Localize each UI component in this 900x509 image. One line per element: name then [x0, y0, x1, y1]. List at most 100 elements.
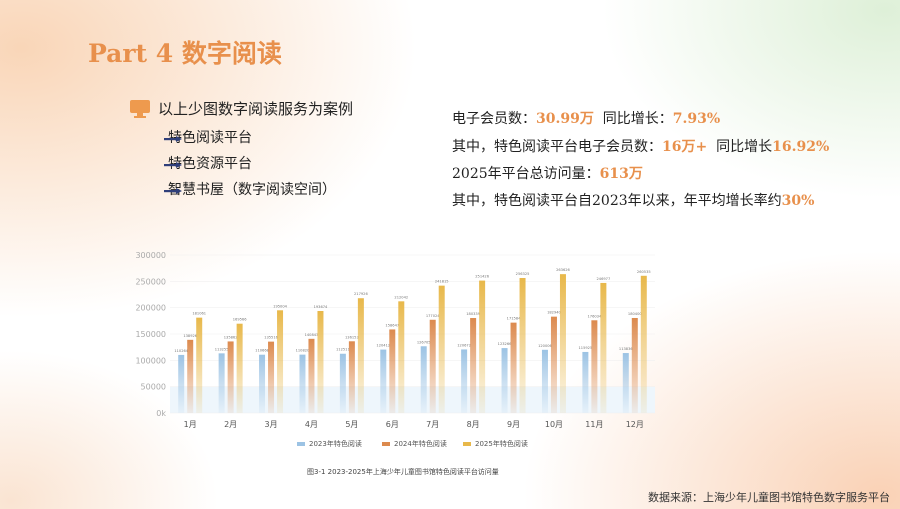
data-label: 158647 — [385, 323, 399, 327]
chart-caption: 图3-1 2023-2025年上海少年儿童图书馆特色阅读平台访问量 — [307, 468, 499, 476]
data-label: 193674 — [314, 305, 328, 309]
bar — [389, 329, 396, 413]
bar — [236, 323, 243, 413]
bar — [299, 354, 306, 413]
bar — [277, 310, 284, 413]
bar — [398, 301, 405, 413]
bar — [640, 275, 647, 413]
bar — [308, 338, 315, 413]
y-tick-label: 250000 — [135, 277, 166, 286]
data-label: 120412 — [376, 344, 390, 348]
stat-value: 16万+ — [662, 139, 708, 155]
legend-label: 2023年特色阅读 — [309, 440, 362, 448]
bar — [429, 319, 436, 413]
bar — [227, 341, 234, 413]
legend-item: 2024年特色阅读 — [382, 439, 447, 449]
data-label: 120006 — [538, 344, 552, 348]
x-tick-label: 7月 — [426, 420, 439, 429]
bar — [559, 274, 566, 413]
x-tick-label: 11月 — [585, 420, 603, 429]
data-label: 241815 — [435, 280, 449, 284]
list-item: 特色阅读平台 — [164, 127, 252, 147]
stat-line: 2025年平台总访问量：613万 — [452, 163, 643, 183]
data-label: 135516 — [264, 336, 278, 340]
data-label: 169566 — [233, 318, 247, 322]
bar — [582, 351, 589, 413]
data-label: 251426 — [475, 275, 489, 279]
bar — [631, 317, 638, 413]
stat-text: 同比增长： — [593, 111, 673, 127]
x-tick-label: 8月 — [467, 420, 480, 429]
data-label: 123266 — [498, 342, 512, 346]
list-item-label: 智慧书屋（数字阅读空间） — [168, 182, 336, 198]
stat-text: 其中，特色阅读平台电子会员数： — [452, 139, 662, 155]
data-label: 135862 — [224, 335, 238, 339]
bar — [591, 320, 598, 413]
bar — [259, 354, 266, 413]
y-tick-label: 50000 — [141, 383, 166, 392]
data-label: 263626 — [556, 268, 570, 272]
y-tick-label: 150000 — [135, 330, 166, 339]
list-item: 智慧书屋（数字阅读空间） — [164, 179, 336, 199]
data-label: 260535 — [637, 270, 651, 274]
data-label: 112511 — [336, 348, 350, 352]
arrow-right-icon — [164, 188, 182, 194]
data-label: 180400 — [628, 312, 642, 316]
x-tick-label: 5月 — [345, 420, 358, 429]
y-tick-label: 0k — [156, 409, 166, 418]
data-label: 256325 — [516, 272, 530, 276]
data-label: 138926 — [183, 334, 197, 338]
data-label: 212042 — [394, 295, 408, 299]
list-item-label: 特色资源平台 — [168, 156, 252, 172]
intro-heading: 以上少图数字阅读服务为案例 — [130, 98, 353, 119]
bar — [380, 349, 387, 413]
stat-value: 30.99万 — [536, 111, 594, 127]
data-label: 113255 — [215, 347, 229, 351]
stat-text: 同比增长 — [707, 139, 773, 155]
stat-line: 电子会员数：30.99万 同比增长：7.93% — [452, 108, 720, 128]
data-label: 110264 — [174, 349, 188, 353]
x-tick-label: 2月 — [224, 420, 237, 429]
data-label: 110820 — [296, 349, 310, 353]
data-label: 182940 — [547, 311, 561, 315]
x-tick-label: 9月 — [507, 420, 520, 429]
data-label: 246977 — [597, 277, 611, 281]
plot-band — [170, 386, 655, 413]
bar — [196, 317, 203, 413]
data-label: 217926 — [354, 292, 368, 296]
x-tick-label: 4月 — [305, 420, 318, 429]
stat-line: 其中，特色阅读平台电子会员数：16万+ 同比增长16.92% — [452, 136, 829, 156]
bar — [622, 353, 629, 413]
data-label: 113836 — [619, 347, 633, 351]
bar — [461, 349, 468, 413]
x-tick-label: 1月 — [184, 420, 197, 429]
bar — [501, 348, 508, 413]
y-tick-label: 200000 — [135, 304, 166, 313]
legend-swatch — [382, 442, 390, 446]
y-tick-label: 100000 — [135, 356, 166, 365]
bar — [470, 318, 477, 413]
bar — [178, 354, 185, 413]
bar — [510, 322, 517, 413]
data-label: 136153 — [345, 335, 359, 339]
x-tick-label: 6月 — [386, 420, 399, 429]
x-tick-label: 3月 — [264, 420, 277, 429]
arrow-right-icon — [164, 136, 182, 142]
list-item: 特色资源平台 — [164, 153, 252, 173]
data-label: 177024 — [426, 314, 440, 318]
background-decoration — [0, 0, 420, 320]
data-label: 140843 — [305, 333, 319, 337]
bar — [420, 346, 427, 413]
stat-value: 16.92% — [772, 139, 830, 155]
arrow-right-icon — [164, 162, 182, 168]
stat-text: 电子会员数： — [452, 111, 536, 127]
stat-text: 2025年平台总访问量： — [452, 166, 600, 182]
data-label: 171584 — [507, 317, 521, 321]
data-label: 180339 — [466, 312, 480, 316]
legend-swatch — [297, 442, 305, 446]
bar — [600, 282, 607, 413]
legend-item: 2023年特色阅读 — [297, 439, 362, 449]
stat-text: 其中，特色阅读平台自2023年以来，年平均增长率约 — [452, 193, 782, 209]
bar — [187, 339, 194, 413]
visits-bar-chart: 0k 50000 100000 150000 200000 250000 300000 110… — [135, 251, 655, 429]
